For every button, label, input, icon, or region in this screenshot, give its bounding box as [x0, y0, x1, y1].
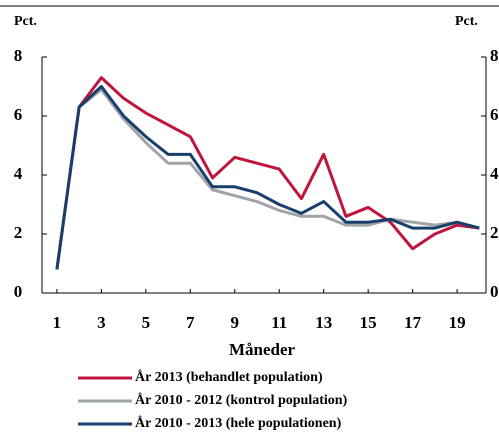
y2-tick-label: 4	[490, 164, 499, 183]
x-tick-label: 1	[53, 313, 62, 332]
x-tick-label: 5	[142, 313, 151, 332]
x-tick-label: 9	[231, 313, 240, 332]
y-axis-label: Pct.	[14, 14, 37, 29]
series-line	[55, 87, 480, 270]
y2-axis-label: Pct.	[455, 14, 478, 29]
x-tick-label: 17	[404, 313, 422, 332]
x-tick-label: 13	[315, 313, 332, 332]
y2-tick-label: 6	[490, 105, 499, 124]
y-tick-label: 6	[14, 105, 23, 124]
y2-tick-label: 2	[490, 223, 499, 242]
y-tick-label: 0	[14, 282, 23, 301]
x-tick-label: 11	[271, 313, 287, 332]
legend-label: År 2013 (behandlet population)	[135, 369, 323, 385]
x-tick-label: 19	[449, 313, 466, 332]
x-tick-label: 3	[97, 313, 106, 332]
y2-tick-label: 8	[490, 46, 499, 65]
y-tick-label: 2	[14, 223, 23, 242]
legend-label: År 2010 - 2012 (kontrol population)	[135, 392, 348, 408]
x-axis-label: Måneder	[229, 340, 296, 359]
series-line	[55, 76, 480, 270]
y-tick-label: 4	[14, 164, 23, 183]
x-tick-label: 15	[360, 313, 377, 332]
legend-label: År 2010 - 2013 (hele populationen)	[135, 415, 342, 431]
y2-tick-label: 0	[490, 282, 499, 301]
series-line	[55, 85, 480, 270]
y-tick-label: 8	[14, 46, 23, 65]
x-tick-label: 7	[186, 313, 195, 332]
